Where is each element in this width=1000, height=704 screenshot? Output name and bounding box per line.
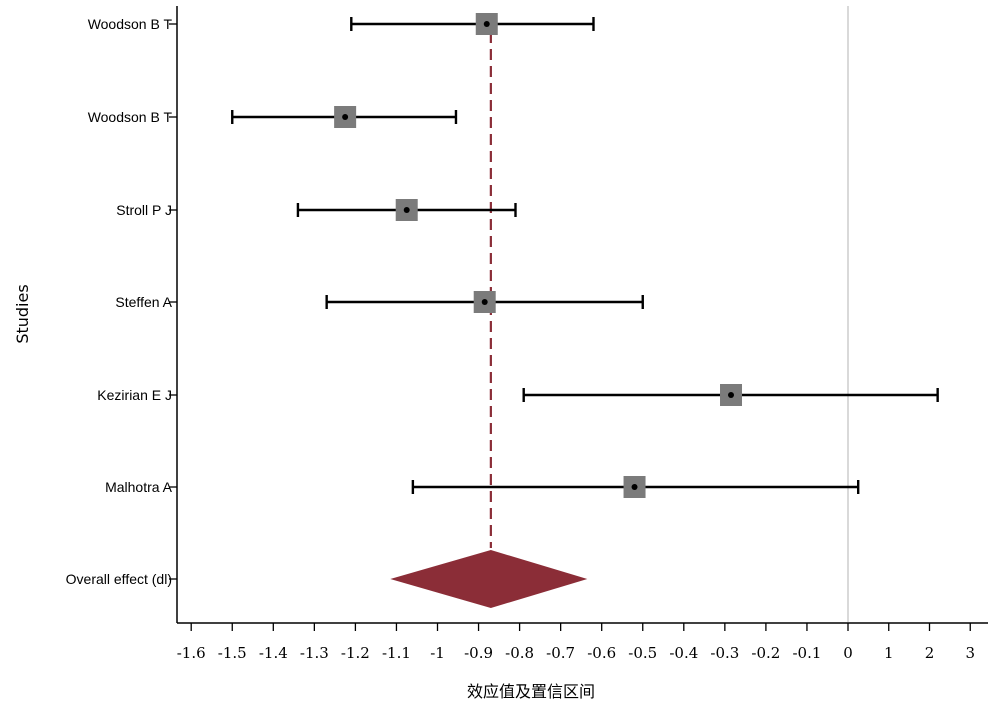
point-estimate — [342, 114, 349, 120]
x-tick-label: -1.3 — [300, 644, 329, 662]
study-label: Malhotra A — [105, 479, 173, 495]
study-rows: Woodson B T Woodson B T Stroll P J Steffen … — [88, 13, 939, 498]
point-estimate — [631, 484, 638, 490]
y-axis-title: Studies — [13, 284, 32, 343]
x-tick-label: -0.4 — [669, 644, 698, 662]
study-row: Kezirian E J — [97, 384, 939, 406]
point-estimate — [728, 392, 735, 398]
x-axis-title: 效应值及置信区间 — [467, 682, 595, 701]
x-tick-label: -0.8 — [505, 644, 534, 662]
overall-diamond — [390, 550, 588, 608]
x-tick-label: -0.5 — [628, 644, 657, 662]
study-row: Woodson B T — [88, 106, 458, 128]
x-tick-label: -1 — [430, 644, 445, 662]
study-row: Malhotra A — [105, 476, 860, 498]
x-tick-label: 1 — [884, 644, 894, 662]
point-estimate — [481, 299, 488, 305]
x-tick-label: -1.6 — [177, 644, 206, 662]
x-tick-label: 0 — [843, 644, 853, 662]
point-estimate — [483, 21, 490, 27]
x-tick-label: -0.7 — [546, 644, 575, 662]
study-label: Woodson B T — [88, 109, 173, 125]
study-label: Steffen A — [115, 294, 172, 310]
x-tick-label: -1.4 — [259, 644, 288, 662]
point-estimate — [403, 207, 410, 213]
overall-effect: Overall effect (dl) — [66, 550, 588, 608]
study-row: Stroll P J — [116, 199, 517, 221]
x-tick-label: -0.6 — [587, 644, 616, 662]
x-tick-label: -0.3 — [710, 644, 739, 662]
x-tick-label: -0.2 — [751, 644, 780, 662]
overall-label: Overall effect (dl) — [66, 571, 172, 587]
study-row: Steffen A — [115, 291, 644, 313]
plot-frame — [176, 6, 988, 624]
study-label: Kezirian E J — [97, 387, 172, 403]
x-tick-label: -1.2 — [341, 644, 370, 662]
x-tick-label: 2 — [925, 644, 935, 662]
x-tick-label: -1.1 — [382, 644, 411, 662]
x-tick-label: -0.9 — [464, 644, 493, 662]
x-axis-ticks: -1.6 -1.5 -1.4 -1.3 -1.2 -1.1 -1 -0.9 -0.8 -0.7 -0… — [177, 623, 975, 662]
x-tick-label: -0.1 — [792, 644, 821, 662]
x-tick-label: -1.5 — [218, 644, 247, 662]
x-tick-label: 3 — [965, 644, 975, 662]
study-label: Woodson B T — [88, 16, 173, 32]
study-row: Woodson B T — [88, 13, 595, 35]
study-label: Stroll P J — [116, 202, 172, 218]
